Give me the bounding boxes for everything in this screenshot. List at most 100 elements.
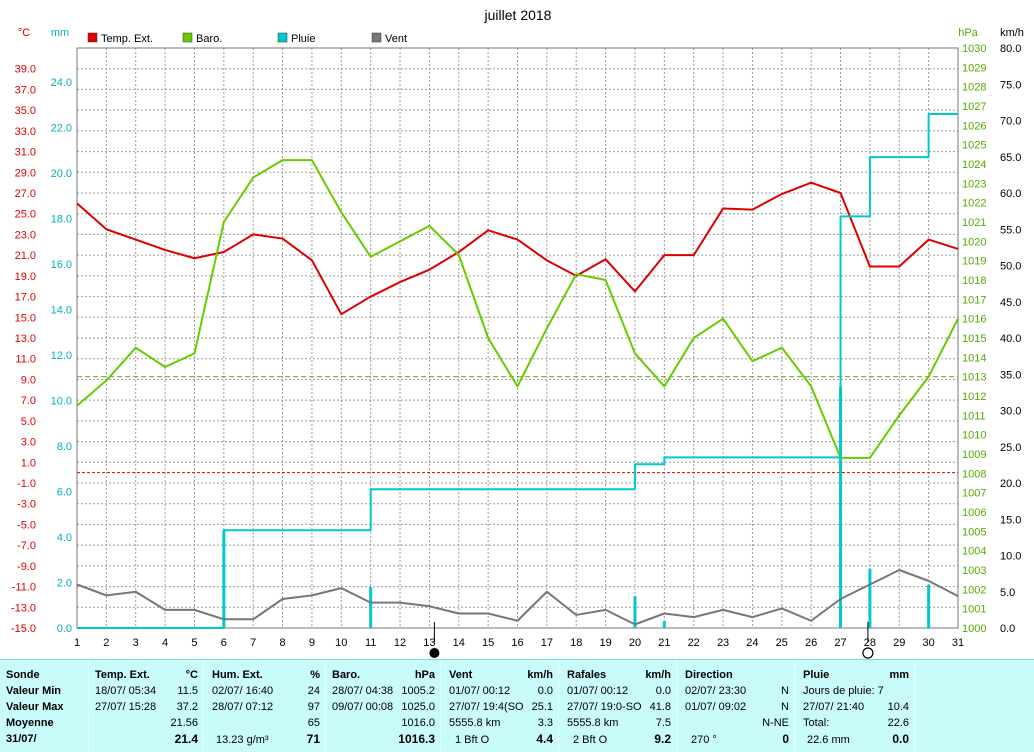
hum-min-value: 24 [307, 685, 320, 697]
hum-average: 65 [307, 717, 320, 729]
temp-tick-label: -3.0 [17, 499, 36, 511]
wind-tick-label: 70.0 [1000, 116, 1021, 128]
rain-axis-unit: mm [51, 27, 69, 39]
temp-tick-label: 23.0 [15, 229, 36, 241]
wind-tick-label: 25.0 [1000, 442, 1021, 454]
temp-tick-label: -11.0 [12, 582, 36, 594]
wind-tick-label: 45.0 [1000, 297, 1021, 309]
temp-tick-label: 17.0 [15, 292, 36, 304]
wind-tick-label: 55.0 [1000, 224, 1021, 236]
baro-tick-label: 1022 [962, 198, 986, 210]
wind-current: 4.4 [536, 732, 553, 746]
direction-degrees: 270 ° [691, 734, 717, 746]
rain-tick-label: 4.0 [57, 532, 72, 544]
x-tick-label: 15 [482, 637, 494, 649]
wind-tick-label: 10.0 [1000, 551, 1021, 563]
x-tick-label: 27 [834, 637, 846, 649]
hum-absolute: 13.23 g/m³ [216, 734, 269, 746]
baro-tick-label: 1021 [962, 217, 986, 229]
temp-tick-label: -13.0 [11, 602, 36, 614]
wind-max-date: 27/07/ 19:4(SO [449, 701, 524, 713]
wind-tick-label: 50.0 [1000, 261, 1021, 273]
x-tick-label: 22 [688, 637, 700, 649]
wind-tick-label: 20.0 [1000, 478, 1021, 490]
wind-distance: 5555.8 km [449, 717, 501, 729]
rain-max-value: 10.4 [887, 701, 909, 713]
temp-tick-label: -9.0 [17, 561, 36, 573]
gust-average: 7.5 [655, 717, 671, 729]
baro-tick-label: 1009 [962, 449, 986, 461]
baro-tick-label: 1002 [962, 584, 986, 596]
wind-tick-label: 60.0 [1000, 188, 1021, 200]
temp-tick-label: 21.0 [15, 250, 36, 262]
x-tick-label: 2 [103, 637, 109, 649]
baro-tick-label: 1019 [962, 256, 986, 268]
wind-tick-label: 75.0 [1000, 79, 1021, 91]
legend-label: Baro. [196, 33, 222, 45]
x-tick-label: 8 [280, 637, 286, 649]
gust-min-date: 01/07/ 00:12 [567, 685, 629, 697]
x-tick-label: 24 [746, 637, 758, 649]
baro-min-value: 1005.2 [401, 685, 435, 697]
series-line-temp [76, 181, 959, 316]
x-tick-label: 21 [658, 637, 670, 649]
chart-axes: -15.0 -13.0 -11.0 -9.0 -7.0 -5.0 -3.0 -1.0 1.0 3.… [11, 27, 1024, 649]
baro-tick-label: 1013 [962, 372, 986, 384]
chart-legend: Temp. Ext. Baro. Pluie Vent [87, 32, 407, 45]
temp-tick-label: 35.0 [15, 105, 36, 117]
hum-title: Hum. Ext. [212, 669, 263, 681]
rain-last: 22.6 mm [807, 734, 850, 746]
temp-tick-label: 37.0 [15, 84, 36, 96]
temp-title: Temp. Ext. [95, 669, 150, 681]
rain-title: Pluie [803, 669, 830, 681]
x-tick-label: 10 [335, 637, 347, 649]
temp-tick-label: 25.0 [15, 209, 36, 221]
rain-tick-label: 24.0 [51, 77, 72, 89]
temp-tick-label: 7.0 [21, 395, 36, 407]
x-tick-label: 14 [453, 637, 465, 649]
direction-current: 0 [782, 732, 789, 746]
baro-tick-label: 1006 [962, 507, 986, 519]
series-line-baro [76, 159, 959, 459]
legend-swatch [371, 32, 382, 43]
gust-beaufort: 2 Bft O [573, 734, 608, 746]
temp-tick-label: 9.0 [21, 374, 36, 386]
direction-max-value: N [781, 701, 789, 713]
wind-tick-label: 40.0 [1000, 333, 1021, 345]
x-tick-label: 3 [133, 637, 139, 649]
rain-total: 22.6 [887, 717, 909, 729]
baro-tick-label: 1003 [962, 565, 986, 577]
x-tick-label: 29 [893, 637, 905, 649]
gust-max-value: 41.8 [649, 701, 671, 713]
temp-axis-unit: °C [18, 27, 30, 39]
legend-label: Pluie [291, 33, 315, 45]
x-tick-label: 13 [423, 637, 435, 649]
temp-tick-label: 39.0 [15, 64, 36, 76]
temp-unit: °C [185, 669, 198, 681]
rain-tick-label: 0.0 [57, 623, 72, 635]
baro-unit: hPa [414, 669, 435, 681]
baro-tick-label: 1020 [962, 236, 986, 248]
direction-min-date: 02/07/ 23:30 [685, 685, 747, 697]
x-tick-label: 16 [511, 637, 523, 649]
baro-tick-label: 1026 [962, 120, 986, 132]
wind-title: Vent [449, 669, 473, 681]
legend-swatch [182, 32, 193, 43]
wind-tick-label: 15.0 [1000, 514, 1021, 526]
temp-tick-label: 3.0 [21, 437, 36, 449]
rain-tick-label: 8.0 [57, 441, 72, 453]
baro-tick-label: 1024 [962, 159, 986, 171]
hum-current: 71 [306, 732, 320, 746]
baro-tick-label: 1018 [962, 275, 986, 287]
x-tick-label: 9 [309, 637, 315, 649]
baro-tick-label: 1007 [962, 488, 986, 500]
weather-chart: juillet 2018 Temp. Ext. Baro. Pluie Vent -1… [11, 7, 1024, 659]
x-tick-label: 31 [952, 637, 964, 649]
x-tick-label: 11 [365, 637, 376, 649]
x-tick-label: 4 [162, 637, 168, 649]
wind-tick-label: 0.0 [1000, 623, 1015, 635]
direction-max-date: 01/07/ 09:02 [685, 701, 747, 713]
baro-tick-label: 1004 [962, 546, 986, 558]
temp-tick-label: 19.0 [15, 271, 36, 283]
temp-column: Temp. Ext. °C 18/07/ 05:34 11.5 27/07/ 1… [88, 660, 204, 752]
